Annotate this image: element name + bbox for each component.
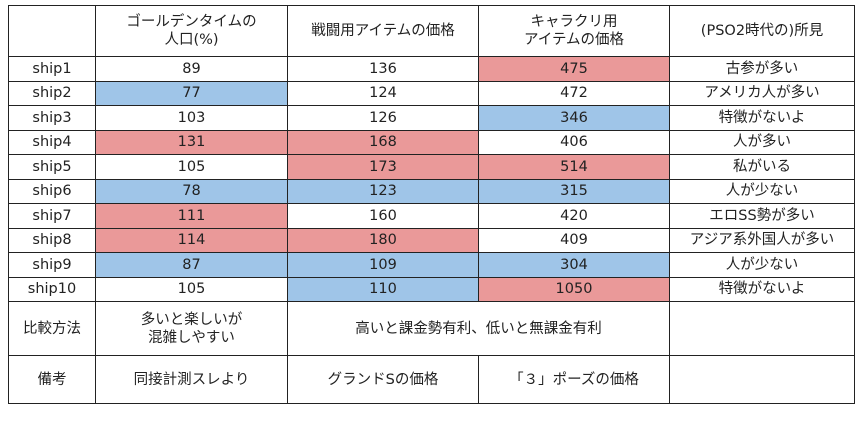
- ship-name: ship3: [8, 105, 96, 131]
- impression-cell: 私がいる: [669, 154, 855, 180]
- table-row: ship1 89 136 475 古参が多い: [8, 56, 855, 82]
- battle-price-cell: 180: [287, 227, 479, 253]
- impression-cell: アメリカ人が多い: [669, 80, 855, 106]
- population-cell: 78: [95, 178, 288, 204]
- comparison-empty: [669, 301, 855, 356]
- character-price-cell: 406: [478, 129, 670, 155]
- table-row: ship10 105 110 1050 特徴がないよ: [8, 276, 855, 302]
- remarks-row: 備考 同接計測スレより グランドSの価格 「３」ポーズの価格: [8, 355, 855, 404]
- ship-name: ship7: [8, 203, 96, 229]
- header-battle-item-price: 戦闘用アイテムの価格: [287, 5, 479, 57]
- population-cell: 105: [95, 154, 288, 180]
- battle-price-cell: 160: [287, 203, 479, 229]
- population-cell: 87: [95, 252, 288, 278]
- header-impression: (PSO2時代の)所見: [669, 5, 855, 57]
- ship-name: ship6: [8, 178, 96, 204]
- table-row: ship8 114 180 409 アジア系外国人が多い: [8, 227, 855, 253]
- population-cell: 131: [95, 129, 288, 155]
- character-price-cell: 514: [478, 154, 670, 180]
- population-cell: 89: [95, 56, 288, 82]
- character-price-cell: 346: [478, 105, 670, 131]
- battle-price-cell: 136: [287, 56, 479, 82]
- impression-cell: 特徴がないよ: [669, 276, 855, 302]
- impression-cell: アジア系外国人が多い: [669, 227, 855, 253]
- battle-price-cell: 109: [287, 252, 479, 278]
- table-row: ship4 131 168 406 人が多い: [8, 129, 855, 155]
- character-price-cell: 472: [478, 80, 670, 106]
- table-row: ship5 105 173 514 私がいる: [8, 154, 855, 180]
- header-corner: [8, 5, 96, 57]
- ship-name: ship4: [8, 129, 96, 155]
- character-price-cell: 315: [478, 178, 670, 204]
- population-cell: 77: [95, 80, 288, 106]
- table-row: ship2 77 124 472 アメリカ人が多い: [8, 80, 855, 106]
- remarks-label: 備考: [8, 355, 96, 404]
- battle-price-cell: 173: [287, 154, 479, 180]
- character-price-cell: 409: [478, 227, 670, 253]
- ship-name: ship10: [8, 276, 96, 302]
- table-row: ship6 78 123 315 人が少ない: [8, 178, 855, 204]
- character-price-cell: 304: [478, 252, 670, 278]
- character-price-cell: 420: [478, 203, 670, 229]
- table-row: ship7 111 160 420 エロSS勢が多い: [8, 203, 855, 229]
- impression-cell: エロSS勢が多い: [669, 203, 855, 229]
- battle-price-cell: 168: [287, 129, 479, 155]
- character-price-cell: 475: [478, 56, 670, 82]
- header-character-item-price: キャラクリ用 アイテムの価格: [478, 5, 670, 57]
- impression-cell: 特徴がないよ: [669, 105, 855, 131]
- remarks-battle: グランドSの価格: [287, 355, 479, 404]
- impression-cell: 人が少ない: [669, 252, 855, 278]
- character-price-cell: 1050: [478, 276, 670, 302]
- comparison-population: 多いと楽しいが 混雑しやすい: [95, 301, 288, 356]
- ship-name: ship1: [8, 56, 96, 82]
- ship-name: ship9: [8, 252, 96, 278]
- impression-cell: 古参が多い: [669, 56, 855, 82]
- table-row: ship3 103 126 346 特徴がないよ: [8, 105, 855, 131]
- impression-cell: 人が多い: [669, 129, 855, 155]
- impression-cell: 人が少ない: [669, 178, 855, 204]
- remarks-character: 「３」ポーズの価格: [478, 355, 670, 404]
- comparison-row: 比較方法 多いと楽しいが 混雑しやすい 高いと課金勢有利、低いと無課金有利: [8, 301, 855, 356]
- ship-comparison-table: ゴールデンタイムの 人口(%) 戦闘用アイテムの価格 キャラクリ用 アイテムの価…: [8, 5, 855, 404]
- battle-price-cell: 110: [287, 276, 479, 302]
- table-row: ship9 87 109 304 人が少ない: [8, 252, 855, 278]
- ship-name: ship5: [8, 154, 96, 180]
- ship-name: ship8: [8, 227, 96, 253]
- comparison-price: 高いと課金勢有利、低いと無課金有利: [287, 301, 670, 356]
- population-cell: 111: [95, 203, 288, 229]
- battle-price-cell: 123: [287, 178, 479, 204]
- header-row: ゴールデンタイムの 人口(%) 戦闘用アイテムの価格 キャラクリ用 アイテムの価…: [8, 5, 855, 57]
- population-cell: 103: [95, 105, 288, 131]
- comparison-label: 比較方法: [8, 301, 96, 356]
- battle-price-cell: 124: [287, 80, 479, 106]
- header-population: ゴールデンタイムの 人口(%): [95, 5, 288, 57]
- remarks-empty: [669, 355, 855, 404]
- population-cell: 105: [95, 276, 288, 302]
- battle-price-cell: 126: [287, 105, 479, 131]
- ship-name: ship2: [8, 80, 96, 106]
- remarks-population: 同接計測スレより: [95, 355, 288, 404]
- population-cell: 114: [95, 227, 288, 253]
